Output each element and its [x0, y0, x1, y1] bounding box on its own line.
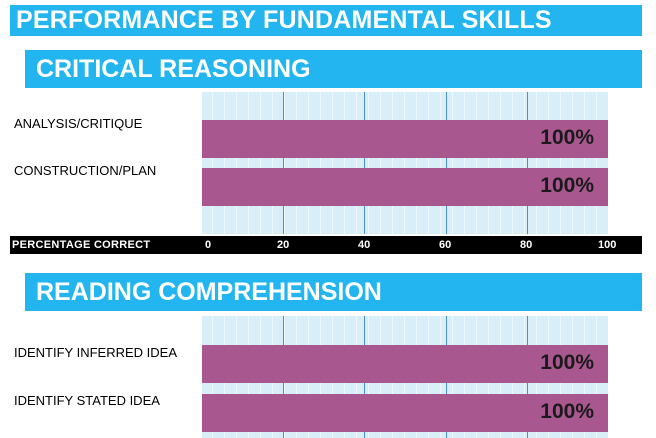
plot-texture	[296, 92, 297, 234]
bar	[202, 345, 608, 383]
plot-texture	[596, 92, 597, 234]
plot-texture	[272, 92, 273, 234]
section-title-reading-comprehension: READING COMPREHENSION	[25, 273, 642, 311]
plot-texture	[536, 92, 537, 234]
plot-texture	[572, 92, 573, 234]
plot-texture	[392, 92, 393, 234]
x-tick-label: 0	[205, 239, 212, 251]
section-title-critical-reasoning: CRITICAL REASONING	[25, 50, 642, 88]
x-tick-label: 100	[598, 239, 617, 251]
bar	[202, 168, 608, 206]
plot-texture	[440, 92, 441, 234]
critical-reasoning-plot: 100% 100%	[202, 92, 608, 234]
plot-texture	[224, 92, 225, 234]
plot-texture	[500, 92, 501, 234]
category-label: IDENTIFY INFERRED IDEA	[14, 345, 178, 360]
plot-texture	[548, 92, 549, 234]
x-tick-label: 20	[277, 239, 290, 251]
plot-texture	[284, 92, 285, 234]
plot-texture	[512, 92, 513, 234]
gridline	[527, 92, 528, 234]
gridline	[283, 92, 284, 234]
plot-texture	[464, 92, 465, 234]
reading-comprehension-plot: 100% 100%	[202, 316, 608, 438]
plot-texture	[332, 92, 333, 234]
bar-value-label: 100%	[540, 400, 594, 423]
plot-texture	[476, 92, 477, 234]
bar	[202, 120, 608, 158]
plot-texture	[452, 92, 453, 234]
bar-value-label: 100%	[540, 351, 594, 374]
x-tick-label: 60	[439, 239, 452, 251]
plot-texture	[236, 92, 237, 234]
plot-texture	[344, 92, 345, 234]
plot-texture	[308, 92, 309, 234]
gridline	[446, 92, 447, 234]
plot-texture	[428, 92, 429, 234]
x-tick-label: 40	[358, 239, 371, 251]
bar-value-label: 100%	[540, 174, 594, 197]
x-axis-title: PERCENTAGE CORRECT	[12, 239, 151, 251]
x-axis-bar: PERCENTAGE CORRECT 0 20 40 60 80 100	[10, 236, 642, 254]
x-tick-label: 80	[520, 239, 533, 251]
category-label: IDENTIFY STATED IDEA	[14, 393, 160, 408]
plot-texture	[488, 92, 489, 234]
plot-texture	[212, 92, 213, 234]
plot-texture	[368, 92, 369, 234]
page-title: PERFORMANCE BY FUNDAMENTAL SKILLS	[10, 5, 642, 36]
plot-texture	[560, 92, 561, 234]
plot-texture	[356, 92, 357, 234]
plot-texture	[260, 92, 261, 234]
bar	[202, 394, 608, 432]
category-label: ANALYSIS/CRITIQUE	[14, 116, 143, 131]
gridline	[364, 92, 365, 234]
plot-texture	[524, 92, 525, 234]
plot-texture	[416, 92, 417, 234]
plot-texture	[584, 92, 585, 234]
category-label: CONSTRUCTION/PLAN	[14, 163, 157, 178]
plot-texture	[320, 92, 321, 234]
plot-texture	[248, 92, 249, 234]
plot-texture	[404, 92, 405, 234]
plot-texture	[380, 92, 381, 234]
bar-value-label: 100%	[540, 126, 594, 149]
